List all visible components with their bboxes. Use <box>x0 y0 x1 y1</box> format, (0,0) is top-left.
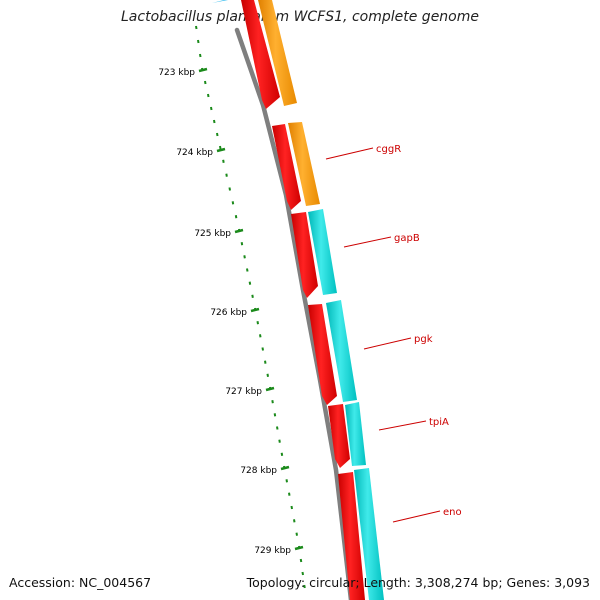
gene-label: tpiA <box>429 417 449 428</box>
minor-tick <box>231 201 235 205</box>
gene-labels: cggR gapB pgk tpiA eno <box>325 144 462 523</box>
gene-track <box>258 0 384 600</box>
major-tick <box>250 307 260 313</box>
minor-tick <box>195 25 198 30</box>
kbp-label: 728 kbp <box>240 466 277 476</box>
minor-tick <box>261 347 264 351</box>
minor-tick <box>259 334 262 338</box>
minor-tick <box>295 532 298 536</box>
gene-block <box>354 468 384 600</box>
cds-arrow <box>241 0 280 109</box>
minor-tick <box>234 215 238 219</box>
minor-tick <box>213 119 216 124</box>
minor-tick <box>204 80 207 85</box>
gene-block <box>326 300 357 402</box>
minor-tick <box>266 373 269 377</box>
gene-label: cggR <box>376 144 401 155</box>
minor-tick <box>207 93 210 98</box>
minor-tick <box>285 479 288 483</box>
gene-block <box>288 122 320 206</box>
minor-tick <box>199 53 202 58</box>
minor-tick <box>264 360 267 364</box>
gene-block <box>258 0 297 106</box>
cds-arrow <box>308 304 337 405</box>
minor-tick <box>228 187 231 191</box>
gene-start-marker <box>212 0 228 3</box>
gene-label-leader <box>378 420 427 431</box>
kbp-label: 723 kbp <box>158 68 195 78</box>
major-tick <box>294 545 304 551</box>
gene-label-leader <box>325 147 374 160</box>
cds-arrow <box>272 124 301 210</box>
minor-tick <box>288 492 291 496</box>
minor-tick <box>219 145 222 150</box>
gene-label: eno <box>443 507 462 518</box>
minor-tick <box>251 294 254 298</box>
cds-arrow <box>328 404 350 468</box>
minor-tick <box>280 452 284 456</box>
cds-arrow <box>291 212 318 298</box>
gene-block <box>308 209 337 295</box>
gene-label: pgk <box>414 334 433 345</box>
gene-label-leader <box>343 236 392 248</box>
minor-tick <box>290 505 293 510</box>
major-tick <box>234 228 244 234</box>
minor-tick <box>256 321 259 325</box>
cds-arrow <box>338 472 365 600</box>
minor-tick <box>225 173 228 177</box>
kbp-label: 724 kbp <box>176 148 213 158</box>
kbp-label: 729 kbp <box>254 546 291 556</box>
minor-tick <box>197 39 200 44</box>
minor-tick <box>273 413 277 417</box>
kbp-label: 725 kbp <box>194 229 231 239</box>
gene-block <box>345 402 366 466</box>
accession-text: Accession: NC_004567 <box>9 575 152 590</box>
minor-tick <box>216 132 219 137</box>
minor-tick <box>301 571 304 576</box>
minor-tick <box>278 439 281 443</box>
major-tick <box>198 67 208 73</box>
minor-tick <box>271 400 274 404</box>
major-tick <box>265 386 275 392</box>
map-title: Lactobacillus plantarum WCFS1, complete … <box>121 9 479 25</box>
cds-track-red <box>241 0 365 600</box>
minor-tick <box>240 242 244 246</box>
minor-tick <box>222 159 225 163</box>
kbp-label: 726 kbp <box>210 308 247 318</box>
minor-tick <box>276 426 279 430</box>
gene-label-leader <box>363 337 412 350</box>
gene-label: gapB <box>394 233 420 244</box>
kbp-label: 727 kbp <box>225 387 262 397</box>
minor-tick <box>248 281 252 285</box>
minor-tick <box>243 255 246 259</box>
topology-summary: Topology: circular; Length: 3,308,274 bp… <box>246 575 590 590</box>
major-tick <box>280 465 290 471</box>
gene-label-leader <box>392 510 441 523</box>
major-tick <box>216 147 226 153</box>
minor-tick <box>303 584 306 589</box>
minor-tick <box>293 519 296 523</box>
minor-tick <box>246 268 249 272</box>
minor-tick <box>299 558 303 563</box>
kbp-ruler: 723 kbp 724 kbp 725 kbp 726 kbp 727 kbp 728 k… <box>158 25 306 589</box>
minor-tick <box>210 106 213 111</box>
